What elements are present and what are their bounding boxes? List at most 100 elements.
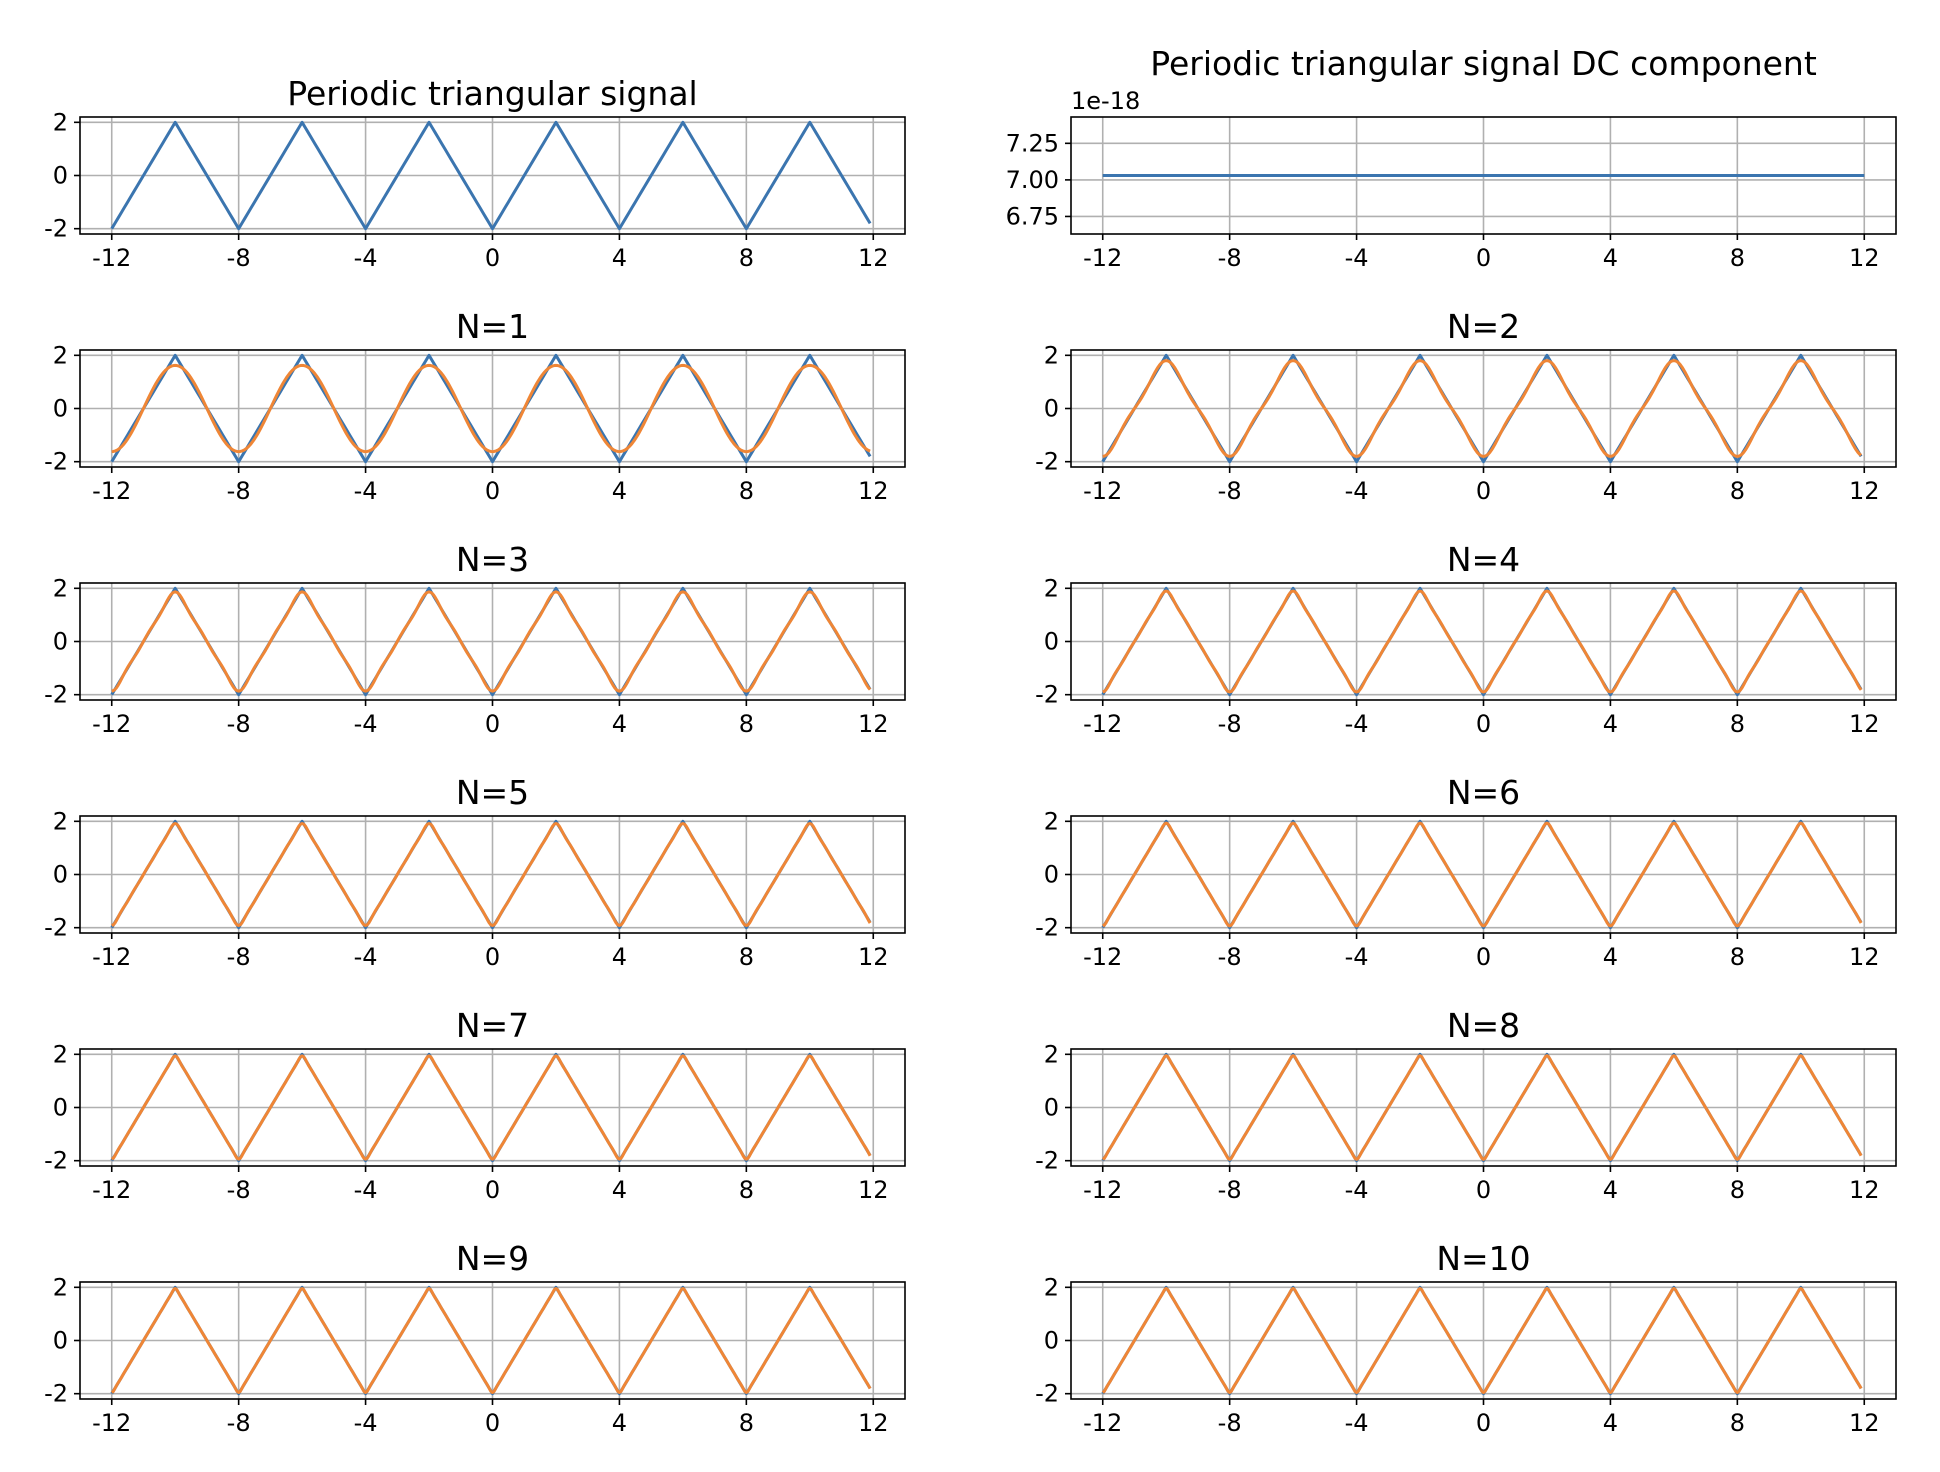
panel-10-ytick-label-0: 2 — [1044, 1040, 1059, 1068]
panel-6-xtick-label-6: 12 — [1849, 710, 1880, 738]
panel-6-series-approximation-line — [1102, 589, 1863, 694]
panel-5-xtick-label-0: -12 — [92, 710, 131, 738]
panel-7-xtick-label-4: 4 — [612, 943, 627, 971]
panel-6-xtick-label-4: 4 — [1603, 710, 1618, 738]
panel-11-axes-frame — [79, 1281, 906, 1400]
panel-6-ytick-label-0: 2 — [1044, 574, 1059, 602]
panel-11-xtick-label-0: -12 — [92, 1409, 131, 1437]
panel-7-ytick-label-2: -2 — [44, 914, 68, 942]
panel-2: -12 -8 -4 0 4 8 12 7.25 7.00 6.75 Periodic triangu… — [1006, 44, 1897, 272]
panel-3-xtick-label-6: 12 — [858, 477, 889, 505]
panel-2-ytick-label-0: 7.25 — [1006, 129, 1059, 157]
panel-5-xtick-label-4: 4 — [612, 710, 627, 738]
panel-3-xtick-label-0: -12 — [92, 477, 131, 505]
panel-2-xtick-label-4: 4 — [1603, 244, 1618, 272]
panel-8-xtick-label-0: -12 — [1083, 943, 1122, 971]
panel-4-axes-frame — [1070, 349, 1897, 468]
panel-7-axes-frame — [79, 815, 906, 934]
panel-5-xtick-label-3: 0 — [485, 710, 500, 738]
panel-1-xtick-label-2: -4 — [354, 244, 378, 272]
panel-3-xtick-label-4: 4 — [612, 477, 627, 505]
panel-8-axes-frame — [1070, 815, 1897, 934]
panel-2-xtick-label-0: -12 — [1083, 244, 1122, 272]
panel-10-ytick-label-1: 0 — [1044, 1094, 1059, 1122]
panel-4-title: N=2 — [1447, 307, 1520, 346]
panel-2-title: Periodic triangular signal DC component — [1150, 44, 1817, 83]
panel-10-axes-frame — [1070, 1048, 1897, 1167]
panel-1-ytick-label-0: 2 — [53, 108, 68, 136]
panel-8-xtick-label-6: 12 — [1849, 943, 1880, 971]
panel-8-ytick-label-1: 0 — [1044, 861, 1059, 889]
panel-10-series-approximation-line — [1101, 1054, 1863, 1161]
panel-8-xtick-label-2: -4 — [1345, 943, 1369, 971]
panel-5-xtick-label-2: -4 — [354, 710, 378, 738]
panel-9-ytick-label-2: -2 — [44, 1147, 68, 1175]
panel-8-title: N=6 — [1447, 773, 1520, 812]
panel-12: -12 -8 -4 0 4 8 12 2 0 -2 N=10 — [1035, 1239, 1897, 1437]
panel-6-axes-frame — [1070, 582, 1897, 701]
panel-3-xtick-label-3: 0 — [485, 477, 500, 505]
panel-12-series-approximation-line — [1101, 1286, 1863, 1395]
panel-12-xtick-label-6: 12 — [1849, 1409, 1880, 1437]
panel-6-xtick-label-1: -8 — [1218, 710, 1242, 738]
panel-9: -12 -8 -4 0 4 8 12 2 0 -2 N=7 — [44, 1006, 906, 1204]
panel-9-xtick-label-4: 4 — [612, 1176, 627, 1204]
panel-6-ytick-label-1: 0 — [1044, 628, 1059, 656]
panel-5-axes-frame — [79, 582, 906, 701]
panel-5-ytick-label-2: -2 — [44, 681, 68, 709]
panel-8-xtick-label-4: 4 — [1603, 943, 1618, 971]
panel-3-xtick-label-2: -4 — [354, 477, 378, 505]
panel-11: -12 -8 -4 0 4 8 12 2 0 -2 N=9 — [44, 1239, 906, 1437]
panel-6-xtick-label-2: -4 — [1345, 710, 1369, 738]
panel-5-xtick-label-6: 12 — [858, 710, 889, 738]
panel-2-xtick-label-2: -4 — [1345, 244, 1369, 272]
panel-7-series-approximation-line — [111, 821, 872, 928]
panel-5-series-approximation-line — [111, 590, 872, 693]
panel-9-plot-area — [110, 1052, 872, 1163]
panel-3-ytick-label-2: -2 — [44, 448, 68, 476]
panel-6-title: N=4 — [1447, 540, 1520, 579]
panel-3-title: N=1 — [456, 307, 529, 346]
panel-11-xtick-label-5: 8 — [739, 1409, 754, 1437]
panel-8-xtick-label-5: 8 — [1730, 943, 1745, 971]
panel-1-series-signal-line — [110, 120, 872, 231]
panel-6-xtick-label-3: 0 — [1476, 710, 1491, 738]
panel-6: -12 -8 -4 0 4 8 12 2 0 -2 N=4 — [1035, 540, 1897, 738]
panel-10-xtick-label-0: -12 — [1083, 1176, 1122, 1204]
panel-12-xtick-label-3: 0 — [1476, 1409, 1491, 1437]
panel-11-xtick-label-3: 0 — [485, 1409, 500, 1437]
panel-5: -12 -8 -4 0 4 8 12 2 0 -2 N=3 — [44, 540, 906, 738]
panel-2-xtick-label-1: -8 — [1218, 244, 1242, 272]
panel-10-xtick-label-5: 8 — [1730, 1176, 1745, 1204]
panel-4-ytick-label-2: -2 — [1035, 448, 1059, 476]
panel-11-ytick-label-0: 2 — [53, 1273, 68, 1301]
panel-7-xtick-label-5: 8 — [739, 943, 754, 971]
panel-1-xtick-label-5: 8 — [739, 244, 754, 272]
panel-7-ytick-label-1: 0 — [53, 861, 68, 889]
panel-6-xtick-label-5: 8 — [1730, 710, 1745, 738]
panel-4-xtick-label-6: 12 — [1849, 477, 1880, 505]
panel-1-ytick-label-1: 0 — [53, 162, 68, 190]
panel-8-xtick-label-3: 0 — [1476, 943, 1491, 971]
panel-10-xtick-label-6: 12 — [1849, 1176, 1880, 1204]
panel-5-title: N=3 — [456, 540, 529, 579]
panel-1-xtick-label-4: 4 — [612, 244, 627, 272]
panel-12-xtick-label-0: -12 — [1083, 1409, 1122, 1437]
panel-7-xtick-label-0: -12 — [92, 943, 131, 971]
panel-7-title: N=5 — [456, 773, 529, 812]
panel-1-ytick-label-2: -2 — [44, 215, 68, 243]
panel-7: -12 -8 -4 0 4 8 12 2 0 -2 N=5 — [44, 773, 906, 971]
panel-10-xtick-label-4: 4 — [1603, 1176, 1618, 1204]
panel-2-offset-label: 1e-18 — [1071, 87, 1140, 115]
panel-4-series-approximation-line — [1102, 359, 1863, 458]
panel-11-ytick-label-1: 0 — [53, 1327, 68, 1355]
panel-6-xtick-label-0: -12 — [1083, 710, 1122, 738]
panel-7-xtick-label-6: 12 — [858, 943, 889, 971]
panel-11-xtick-label-2: -4 — [354, 1409, 378, 1437]
panel-8-series-approximation-line — [1102, 821, 1863, 928]
panel-4-ytick-label-0: 2 — [1044, 341, 1059, 369]
panel-12-ytick-label-0: 2 — [1044, 1273, 1059, 1301]
panel-2-xtick-label-5: 8 — [1730, 244, 1745, 272]
panel-3-xtick-label-5: 8 — [739, 477, 754, 505]
